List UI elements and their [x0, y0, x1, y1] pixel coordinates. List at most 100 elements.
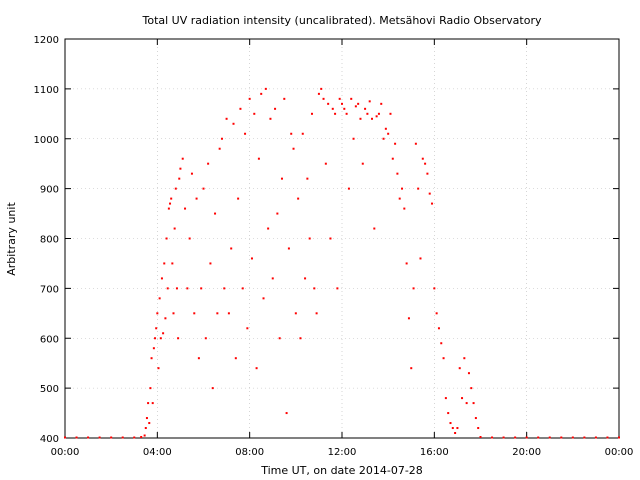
- data-point: [171, 262, 174, 265]
- data-point: [456, 427, 459, 430]
- data-point: [373, 227, 376, 230]
- data-point: [110, 436, 113, 439]
- x-tick-label: 08:00: [235, 447, 264, 458]
- data-point: [467, 372, 470, 375]
- data-point: [324, 162, 327, 165]
- data-point: [250, 257, 253, 260]
- data-point: [435, 312, 438, 315]
- x-tick-label: 12:00: [328, 447, 357, 458]
- data-point: [405, 262, 408, 265]
- data-point: [276, 212, 279, 215]
- data-point: [160, 277, 163, 280]
- data-point: [197, 357, 200, 360]
- data-point: [267, 227, 270, 230]
- data-point: [396, 172, 399, 175]
- data-point: [64, 436, 66, 439]
- y-tick-label: 700: [40, 284, 59, 295]
- data-point: [322, 97, 325, 100]
- data-point: [313, 287, 316, 290]
- data-point: [290, 132, 293, 135]
- data-point: [211, 387, 214, 390]
- data-point: [147, 402, 150, 405]
- data-point: [308, 237, 311, 240]
- data-point: [474, 417, 477, 420]
- data-point: [444, 397, 447, 400]
- data-point: [299, 337, 302, 340]
- data-point: [470, 387, 473, 390]
- data-point: [357, 102, 360, 105]
- data-point: [271, 277, 274, 280]
- data-point: [477, 427, 480, 430]
- data-point: [202, 187, 205, 190]
- data-point: [594, 436, 597, 439]
- data-point: [384, 127, 387, 130]
- data-point: [375, 115, 378, 118]
- data-point: [195, 197, 198, 200]
- data-point: [421, 157, 424, 160]
- data-point: [537, 436, 540, 439]
- y-tick-label: 1100: [34, 85, 59, 96]
- data-point: [175, 287, 178, 290]
- data-point: [193, 312, 196, 315]
- data-point: [361, 162, 364, 165]
- data-point: [338, 97, 341, 100]
- data-point: [398, 197, 401, 200]
- data-point: [426, 172, 429, 175]
- data-point: [463, 357, 466, 360]
- data-point: [164, 317, 167, 320]
- data-point: [239, 107, 242, 110]
- data-point: [345, 112, 348, 115]
- data-point: [285, 412, 288, 415]
- data-point: [156, 312, 159, 315]
- data-point: [304, 277, 307, 280]
- chart-title: Total UV radiation intensity (uncalibrat…: [142, 14, 542, 27]
- x-axis: 00:00 04:00 08:00 12:00 16:00 20:00 00:00: [51, 39, 633, 458]
- data-point: [264, 87, 267, 90]
- data-point: [173, 227, 176, 230]
- data-point: [244, 132, 247, 135]
- data-point: [157, 367, 160, 370]
- data-point: [225, 117, 228, 120]
- x-tick-label: 04:00: [143, 447, 172, 458]
- data-point: [140, 436, 143, 439]
- data-point: [255, 367, 258, 370]
- x-tick-label: 20:00: [512, 447, 541, 458]
- data-point: [341, 102, 343, 105]
- data-point: [424, 162, 427, 165]
- data-point: [148, 422, 151, 425]
- data-point: [143, 434, 146, 437]
- data-point: [329, 237, 332, 240]
- data-point: [162, 332, 165, 335]
- data-point: [151, 402, 154, 405]
- data-point: [606, 436, 609, 439]
- data-point: [407, 317, 410, 320]
- data-point: [237, 197, 240, 200]
- data-point: [412, 287, 415, 290]
- data-point: [163, 262, 166, 265]
- x-tick-label: 00:00: [51, 447, 80, 458]
- data-point: [458, 367, 461, 370]
- data-point: [334, 112, 337, 115]
- data-point: [223, 287, 226, 290]
- data-point: [159, 337, 162, 340]
- data-point: [190, 172, 193, 175]
- y-axis: 400 500 600 700 800 900 1000 1100 1200: [34, 35, 619, 445]
- data-point: [166, 287, 169, 290]
- data-point: [280, 177, 283, 180]
- data-point: [121, 436, 124, 439]
- data-point: [352, 137, 355, 140]
- y-tick-label: 900: [40, 185, 59, 196]
- data-point: [155, 327, 158, 330]
- data-point: [188, 237, 191, 240]
- data-point: [442, 357, 445, 360]
- data-point: [227, 312, 230, 315]
- data-point: [297, 197, 300, 200]
- y-tick-label: 1000: [34, 135, 59, 146]
- x-axis-label: Time UT, on date 2014-07-28: [260, 464, 423, 477]
- data-point: [377, 112, 380, 115]
- data-point: [306, 177, 309, 180]
- data-point: [336, 287, 339, 290]
- data-point: [364, 107, 367, 110]
- data-point: [174, 187, 177, 190]
- data-point: [278, 337, 281, 340]
